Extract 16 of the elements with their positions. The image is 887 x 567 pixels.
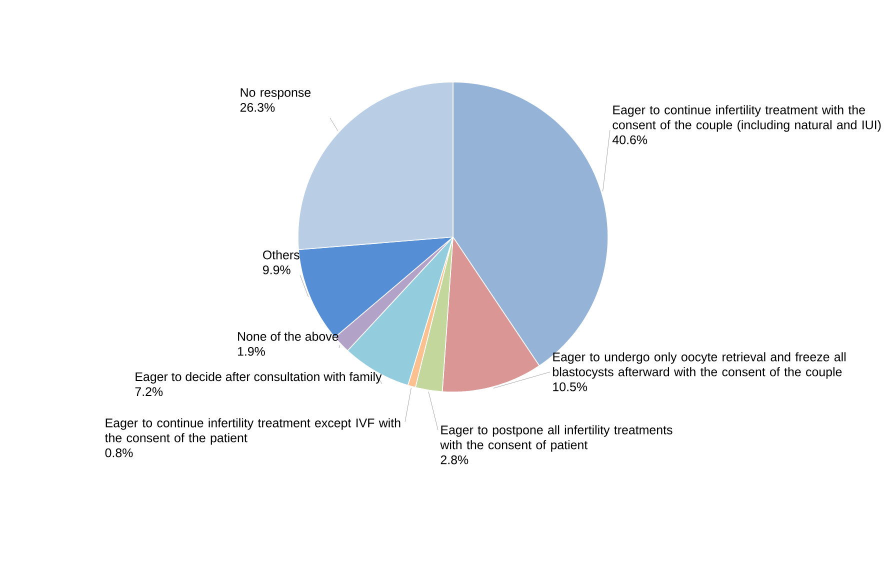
data-label: 2.8% [440,455,468,464]
data-label: 9.9% [263,265,290,274]
data-label: 26.3% [240,103,275,112]
data-label: 40.6% [612,135,648,144]
slice-label: No response [240,88,311,100]
slice-label: None of the above [238,332,338,341]
data-label: 10.5% [553,382,588,392]
slice-label: Eager to continue infertility treatment except IVF with the consent of the patient [104,418,400,445]
slice-label: Eager to undergo only oocyte retrieval and freeze all blastocysts afterward with the consent of the couple [553,352,846,379]
slice-label: Eager to decide after consultation with family [136,372,382,384]
data-label: 0.8% [105,448,133,458]
data-label: 7.2% [135,387,163,396]
slice-label: Others [263,250,300,260]
slice-label: Eager to continue infertility treatment with the consent of the couple (including natural and IUI) [612,105,881,132]
slice-label: Eager to postpone all infertility treatments with the consent of patient [440,425,672,452]
data-label: 1.9% [238,346,265,356]
